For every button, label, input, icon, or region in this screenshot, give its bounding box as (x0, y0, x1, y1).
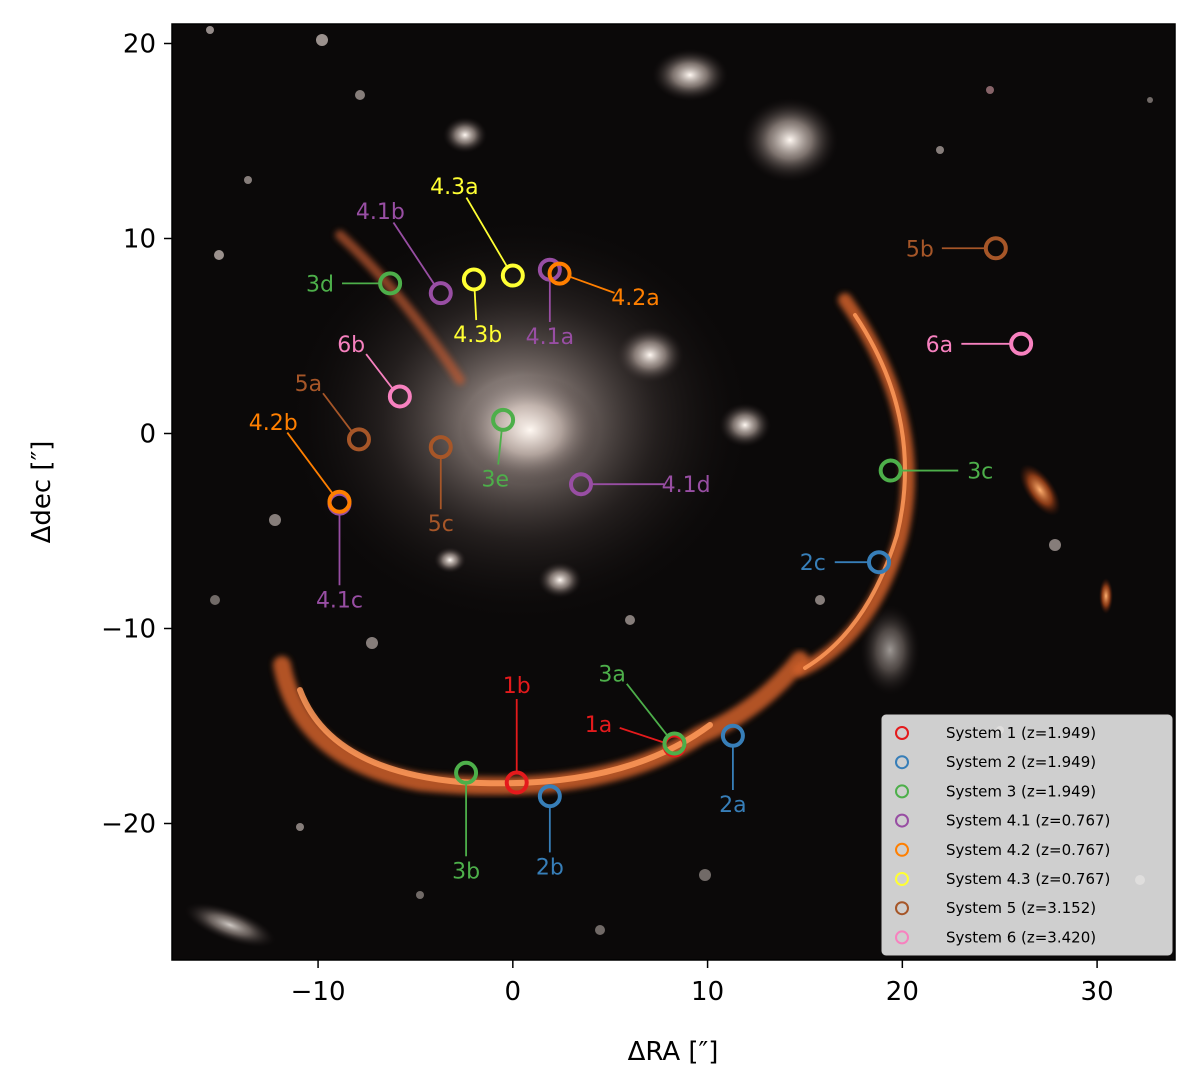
image-label-3a: 3a (598, 662, 625, 687)
image-marker-3d (378, 271, 403, 296)
legend: System 1 (z=1.949) System 2 (z=1.949) Syst… (881, 714, 1173, 956)
image-marker-2a (720, 723, 745, 748)
legend-marker (895, 930, 909, 945)
leader-line (365, 353, 394, 389)
x-axis-title: ΔRA [″] (628, 1037, 719, 1067)
image-marker-4.1b (428, 281, 453, 306)
image-marker-4.1d (568, 472, 593, 497)
image-label-5a: 5a (295, 372, 322, 397)
image-marker-6b (387, 384, 412, 409)
x-tick-label: −10 (291, 977, 346, 1007)
image-label-4.1d: 4.1d (662, 473, 711, 498)
image-marker-3e (491, 407, 516, 432)
image-marker-6a (1009, 331, 1034, 356)
leader-line (569, 275, 615, 294)
image-marker-5b (983, 236, 1008, 261)
legend-marker (895, 726, 909, 740)
image-marker-4.3a (500, 263, 525, 288)
image-label-5b: 5b (906, 237, 934, 262)
y-tick-label: −20 (101, 810, 156, 840)
image-label-4.3a: 4.3a (430, 175, 478, 200)
leader-line (497, 430, 503, 465)
legend-marker (895, 813, 909, 828)
image-marker-2b (537, 784, 562, 809)
legend-entry: System 1 (z=1.949) (946, 724, 1096, 742)
image-label-1b: 1b (503, 674, 531, 699)
image-marker-5a (346, 427, 371, 452)
image-label-1a: 1a (585, 713, 612, 738)
image-label-3e: 3e (482, 467, 510, 492)
y-axis-title: Δdec [″] (27, 441, 57, 544)
image-label-4.1b: 4.1b (356, 200, 405, 225)
image-label-3c: 3c (967, 460, 993, 485)
image-label-2a: 2a (719, 793, 746, 818)
image-marker-2c (866, 550, 891, 575)
image-marker-3a (662, 731, 687, 756)
image-label-4.1c: 4.1c (316, 588, 363, 613)
legend-marker (895, 784, 909, 799)
leader-line (322, 392, 353, 432)
image-label-6a: 6a (926, 333, 953, 358)
legend-marker (895, 755, 909, 770)
x-axis: −10 0 10 20 30 (291, 960, 1114, 1007)
x-tick-label: 0 (505, 977, 522, 1007)
image-label-5c: 5c (428, 512, 454, 537)
y-tick-label: 0 (139, 420, 156, 450)
image-marker-3b (454, 760, 479, 785)
image-marker-4.3b (461, 267, 486, 292)
y-axis: 20 10 0 −10 −20 (101, 30, 172, 840)
image-marker-1b (504, 770, 529, 795)
legend-entry: System 4.2 (z=0.767) (946, 841, 1110, 859)
image-marker-5c (428, 435, 453, 460)
legend-box (881, 714, 1173, 956)
image-label-4.1a: 4.1a (526, 325, 574, 350)
x-tick-label: 10 (691, 977, 724, 1007)
legend-marker (895, 842, 909, 857)
legend-entry: System 2 (z=1.949) (946, 753, 1096, 771)
image-label-4.2a: 4.2a (611, 286, 659, 311)
leader-line (286, 432, 334, 494)
image-marker-4.2a (547, 261, 572, 286)
image-label-3b: 3b (452, 859, 480, 884)
image-markers: 1a 1b 2a 2b 2c 3a 3b 3c 3d 3e 4.1a 4.1b 4.1c 4.1d 4.2a… (249, 175, 1034, 884)
legend-entry: System 3 (z=1.949) (946, 782, 1096, 800)
image-marker-4.2b (327, 489, 352, 514)
image-label-3d: 3d (306, 272, 334, 297)
image-marker-3c (878, 458, 903, 483)
x-tick-label: 30 (1081, 977, 1114, 1007)
x-tick-label: 20 (886, 977, 919, 1007)
legend-entry: System 4.3 (z=0.767) (946, 870, 1110, 888)
leader-line (392, 221, 435, 285)
legend-entry: System 5 (z=3.152) (946, 899, 1096, 917)
leader-line (465, 197, 508, 267)
image-label-4.2b: 4.2b (249, 411, 298, 436)
legend-marker (895, 901, 909, 916)
leader-line (619, 727, 665, 744)
y-tick-label: 10 (123, 225, 156, 255)
image-label-2b: 2b (536, 855, 564, 880)
leader-line (473, 290, 478, 321)
legend-entry: System 6 (z=3.420) (946, 928, 1096, 946)
image-label-4.3b: 4.3b (453, 323, 502, 348)
y-tick-label: 20 (123, 30, 156, 60)
y-tick-label: −10 (101, 615, 156, 645)
legend-entry: System 4.1 (z=0.767) (946, 812, 1110, 830)
legend-marker (895, 872, 909, 886)
image-label-6b: 6b (337, 333, 365, 358)
leader-line (626, 683, 668, 736)
image-label-2c: 2c (800, 551, 826, 576)
plot-frame (171, 23, 1176, 961)
